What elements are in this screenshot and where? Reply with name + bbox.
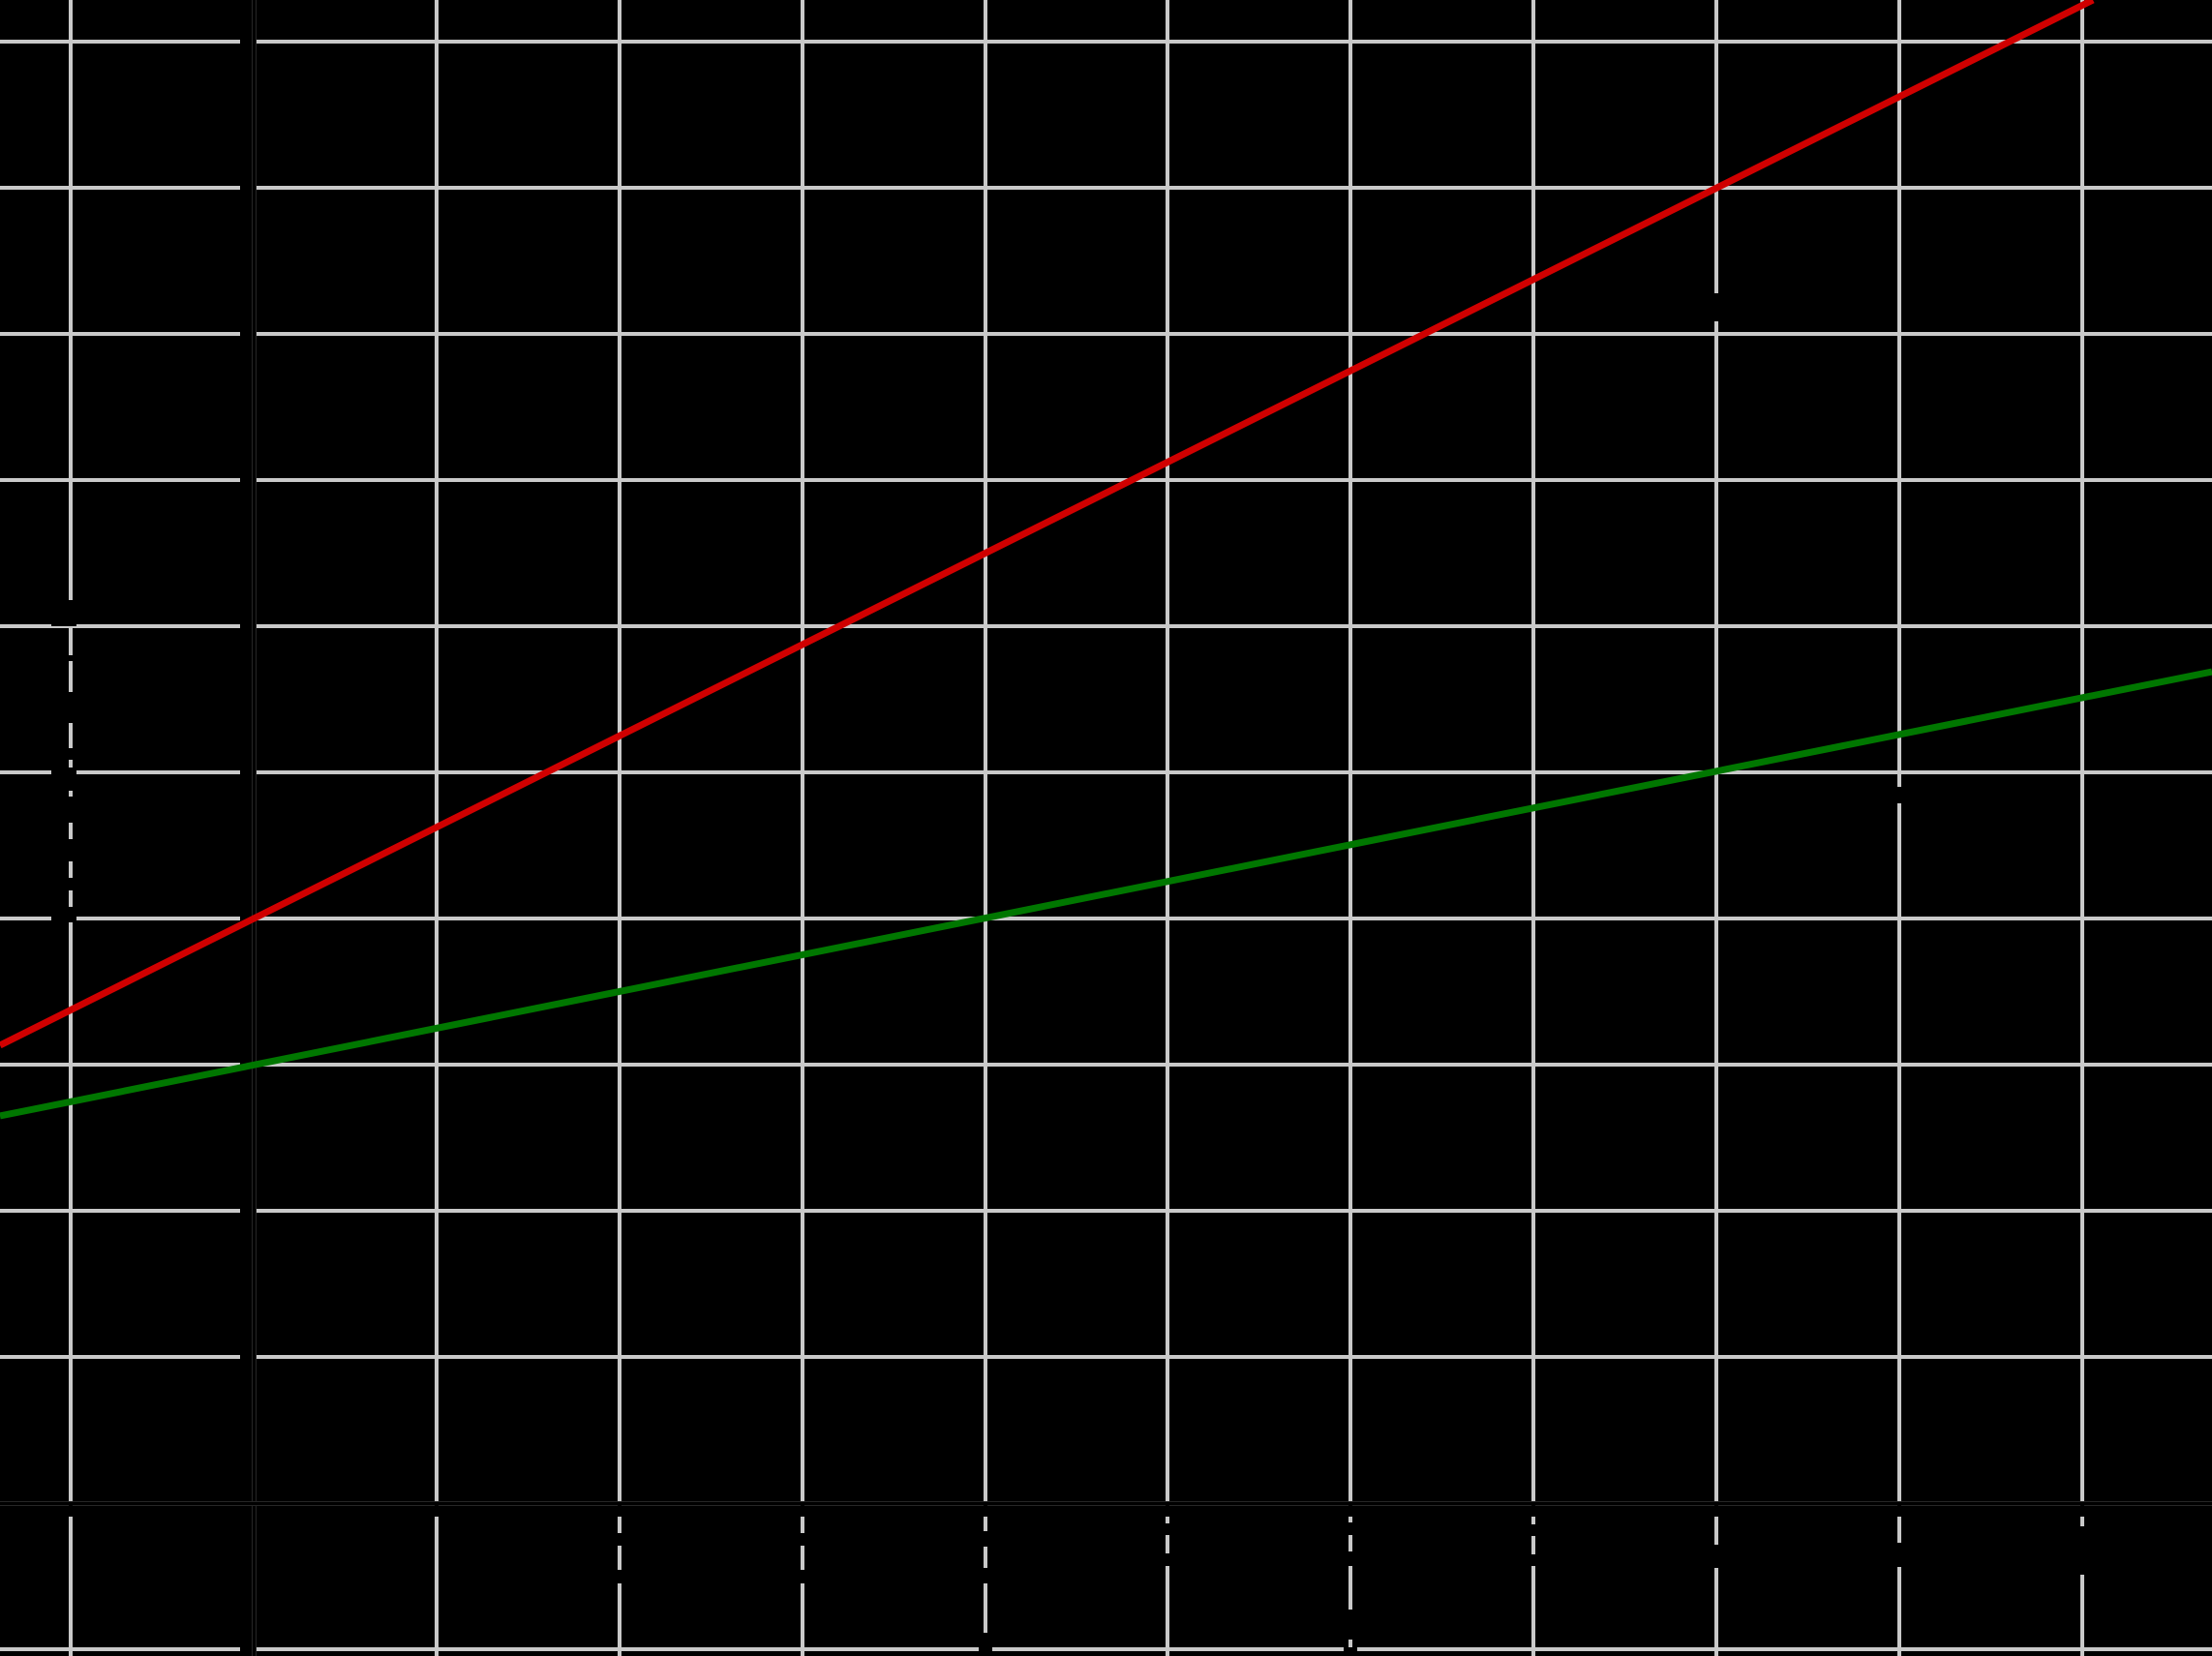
label-occlusion bbox=[796, 1533, 809, 1546]
horizontal-gridline bbox=[0, 624, 2212, 628]
vertical-gridline bbox=[1897, 0, 1901, 1656]
label-occlusion bbox=[1344, 1551, 1357, 1566]
horizontal-gridline bbox=[0, 1647, 2212, 1651]
y-axis-tick bbox=[240, 917, 252, 920]
label-occlusion bbox=[1709, 1545, 1724, 1568]
horizontal-gridline bbox=[0, 1209, 2212, 1213]
x-axis-line bbox=[0, 1500, 2212, 1506]
vertical-gridline bbox=[1348, 0, 1352, 1656]
label-occlusion bbox=[979, 1568, 992, 1583]
y-axis-tick bbox=[240, 478, 252, 482]
green-line bbox=[0, 668, 2212, 1120]
vertical-gridline bbox=[984, 0, 987, 1656]
label-occlusion bbox=[1528, 1554, 1541, 1566]
x-axis-tick bbox=[1166, 1505, 1169, 1517]
vertical-gridline bbox=[69, 0, 73, 1656]
x-axis-tick bbox=[1714, 1505, 1718, 1517]
vertical-gridline bbox=[2080, 0, 2084, 1656]
label-occlusion bbox=[51, 748, 76, 760]
label-occlusion bbox=[51, 907, 76, 922]
label-occlusion bbox=[51, 655, 76, 661]
label-occlusion bbox=[1709, 293, 1724, 321]
horizontal-gridline bbox=[0, 770, 2212, 774]
label-occlusion bbox=[2076, 1526, 2089, 1575]
vertical-gridline bbox=[1531, 0, 1535, 1656]
vertical-gridline bbox=[1166, 0, 1169, 1656]
horizontal-gridline bbox=[0, 332, 2212, 336]
label-occlusion bbox=[1161, 1553, 1174, 1566]
x-axis-tick bbox=[984, 1505, 987, 1517]
horizontal-gridline bbox=[0, 917, 2212, 920]
vertical-gridline bbox=[618, 0, 621, 1656]
x-axis-tick bbox=[1531, 1505, 1535, 1517]
vertical-gridline bbox=[801, 0, 804, 1656]
y-axis-tick bbox=[240, 770, 252, 774]
x-axis-tick bbox=[801, 1505, 804, 1517]
horizontal-gridline bbox=[0, 40, 2212, 44]
label-occlusion bbox=[51, 797, 76, 823]
x-axis-tick bbox=[1348, 1505, 1352, 1517]
label-occlusion bbox=[51, 692, 76, 723]
horizontal-gridline bbox=[0, 478, 2212, 482]
y-axis-line bbox=[251, 0, 257, 1656]
y-axis-tick bbox=[240, 1355, 252, 1359]
label-occlusion bbox=[51, 768, 76, 791]
horizontal-gridline bbox=[0, 1355, 2212, 1359]
label-occlusion bbox=[1892, 787, 1907, 803]
y-axis-tick bbox=[240, 1209, 252, 1213]
label-occlusion bbox=[613, 1533, 626, 1546]
horizontal-gridline bbox=[0, 186, 2212, 190]
label-occlusion bbox=[979, 1531, 992, 1547]
x-axis-tick bbox=[69, 1505, 73, 1517]
label-occlusion bbox=[51, 878, 76, 890]
label-occlusion bbox=[1892, 1543, 1907, 1567]
x-axis-tick bbox=[435, 1505, 439, 1517]
x-axis-tick bbox=[618, 1505, 621, 1517]
label-occlusion bbox=[979, 1633, 992, 1656]
label-occlusion bbox=[1344, 1610, 1357, 1640]
label-occlusion bbox=[796, 1570, 809, 1583]
label-occlusion bbox=[1344, 1647, 1357, 1656]
y-axis-tick bbox=[240, 1647, 252, 1651]
label-occlusion bbox=[1344, 1522, 1357, 1535]
label-occlusion bbox=[1161, 1523, 1174, 1535]
y-axis-tick bbox=[240, 332, 252, 336]
label-occlusion bbox=[1528, 1524, 1541, 1536]
label-occlusion bbox=[51, 600, 76, 626]
red-line bbox=[0, 0, 2095, 1049]
y-axis-tick bbox=[240, 186, 252, 190]
label-occlusion bbox=[613, 1570, 626, 1583]
y-axis-tick bbox=[240, 40, 252, 44]
y-axis-tick bbox=[240, 624, 252, 628]
x-axis-tick bbox=[1897, 1505, 1901, 1517]
x-axis-tick bbox=[2080, 1505, 2084, 1517]
label-occlusion bbox=[51, 839, 76, 861]
vertical-gridline bbox=[1714, 0, 1718, 1656]
horizontal-gridline bbox=[0, 1063, 2212, 1067]
